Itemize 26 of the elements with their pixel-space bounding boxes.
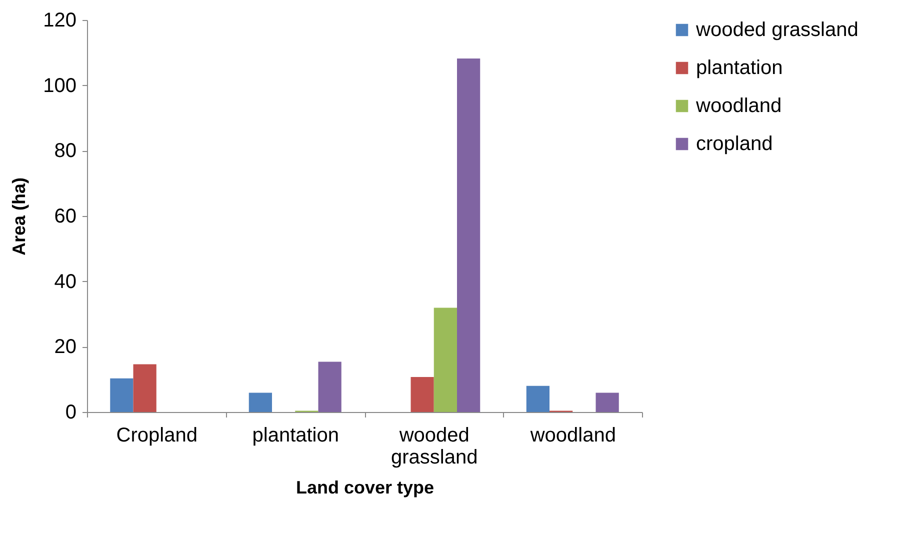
legend-label: cropland [696, 133, 773, 155]
legend-label: plantation [696, 57, 783, 79]
y-tick-label: 80 [54, 140, 76, 162]
y-tick-label: 40 [54, 270, 76, 293]
bar [248, 392, 272, 412]
x-tick-label: Cropland [116, 424, 198, 446]
y-tick-label: 0 [65, 402, 76, 424]
bar [457, 58, 480, 412]
bar [410, 377, 434, 412]
x-axis-title: Land cover type [296, 478, 434, 498]
y-tick-label: 20 [54, 336, 76, 358]
bar [434, 308, 457, 412]
bar [110, 378, 134, 412]
x-tick-label: wooded grassland [391, 424, 478, 468]
legend-label: woodland [695, 95, 782, 117]
legend-label: wooded grassland [695, 19, 858, 41]
y-axis-title: Area (ha) [9, 177, 30, 256]
x-tick-label: woodland [529, 424, 616, 446]
y-tick-label: 60 [54, 206, 76, 228]
bar [526, 386, 550, 412]
x-tick-label: plantation [252, 424, 339, 446]
y-tick-label: 100 [43, 74, 76, 97]
bar [318, 362, 342, 412]
bar [133, 364, 156, 412]
bar [596, 392, 619, 412]
y-tick-label: 120 [43, 10, 76, 32]
